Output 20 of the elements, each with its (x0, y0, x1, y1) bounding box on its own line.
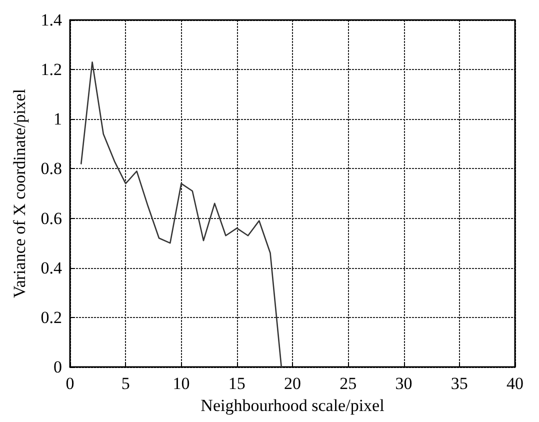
y-tick-label: 0 (54, 358, 62, 376)
x-tick-label: 40 (506, 374, 524, 393)
x-tick-label: 30 (395, 374, 412, 393)
x-tick-label: 5 (121, 374, 130, 393)
y-tick-label: 0.2 (40, 308, 62, 327)
x-axis-title: Neighbourhood scale/pixel (200, 396, 385, 415)
y-tick-label: 0.6 (40, 208, 62, 228)
y-tick-label: 1 (54, 110, 62, 129)
y-axis-title: Variance of X coordinate/pixel (10, 88, 29, 298)
x-tick-label: 10 (172, 374, 190, 393)
y-tick-label: 0.8 (40, 159, 62, 178)
x-tick-label: 20 (284, 374, 301, 393)
y-tick-label: 1.2 (40, 60, 62, 80)
y-tick-label: 0.4 (40, 258, 62, 278)
x-tick-label: 15 (228, 374, 246, 393)
x-tick-label: 0 (66, 374, 74, 393)
line-series (80, 61, 282, 368)
x-tick-label: 35 (450, 374, 468, 393)
y-tick-label: 1.4 (40, 10, 62, 30)
x-tick-label: 25 (340, 374, 357, 393)
